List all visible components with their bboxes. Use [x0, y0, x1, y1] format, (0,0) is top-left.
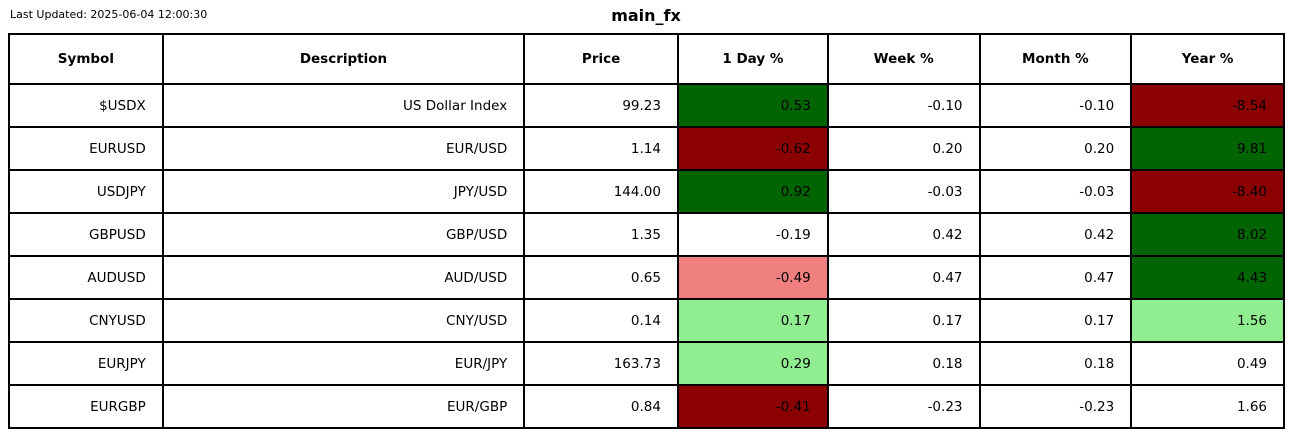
table-row-usdx: $USDX US Dollar Index 99.23 0.53 -0.10 -… [8, 83, 1285, 128]
description-cell: AUD/USD [161, 255, 526, 300]
header-row: Symbol Description Price 1 Day % Week % … [8, 33, 1285, 85]
column-header-symbol: Symbol [8, 33, 164, 85]
week-pct-cell: 0.47 [826, 255, 981, 300]
table-row-gbpusd: GBPUSD GBP/USD 1.35 -0.19 0.42 0.42 8.02 [8, 212, 1285, 257]
last-updated-timestamp: Last Updated: 2025-06-04 12:00:30 [10, 8, 208, 21]
price-cell: 0.65 [523, 255, 679, 300]
week-pct-cell: 0.18 [826, 341, 981, 386]
year-pct-cell: 1.56 [1130, 298, 1285, 343]
price-cell: 1.14 [523, 126, 679, 171]
year-pct-cell: 0.49 [1130, 341, 1285, 386]
table-header: Symbol Description Price 1 Day % Week % … [8, 33, 1285, 85]
day-pct-cell: 0.53 [676, 83, 829, 128]
month-pct-cell: -0.10 [978, 83, 1133, 128]
symbol-cell: AUDUSD [8, 255, 164, 300]
table-row-cnyusd: CNYUSD CNY/USD 0.14 0.17 0.17 0.17 1.56 [8, 298, 1285, 343]
table-body: $USDX US Dollar Index 99.23 0.53 -0.10 -… [8, 83, 1285, 429]
symbol-cell: CNYUSD [8, 298, 164, 343]
week-pct-cell: -0.23 [826, 384, 981, 429]
description-cell: US Dollar Index [161, 83, 526, 128]
column-header-price: Price [523, 33, 679, 85]
year-pct-cell: 1.66 [1130, 384, 1285, 429]
column-header-description: Description [161, 33, 526, 85]
page-title: main_fx [611, 6, 681, 25]
price-cell: 99.23 [523, 83, 679, 128]
description-cell: GBP/USD [161, 212, 526, 257]
table-row-audusd: AUDUSD AUD/USD 0.65 -0.49 0.47 0.47 4.43 [8, 255, 1285, 300]
day-pct-cell: -0.41 [676, 384, 829, 429]
year-pct-cell: -8.54 [1130, 83, 1285, 128]
month-pct-cell: -0.23 [978, 384, 1133, 429]
symbol-cell: USDJPY [8, 169, 164, 214]
top-bar: Last Updated: 2025-06-04 12:00:30 main_f… [0, 0, 1292, 33]
year-pct-cell: 9.81 [1130, 126, 1285, 171]
week-pct-cell: 0.42 [826, 212, 981, 257]
price-cell: 0.14 [523, 298, 679, 343]
symbol-cell: EURGBP [8, 384, 164, 429]
description-cell: EUR/USD [161, 126, 526, 171]
month-pct-cell: 0.18 [978, 341, 1133, 386]
day-pct-cell: -0.49 [676, 255, 829, 300]
table-row-eurusd: EURUSD EUR/USD 1.14 -0.62 0.20 0.20 9.81 [8, 126, 1285, 171]
symbol-cell: $USDX [8, 83, 164, 128]
price-cell: 144.00 [523, 169, 679, 214]
column-header-month-pct: Month % [978, 33, 1133, 85]
description-cell: JPY/USD [161, 169, 526, 214]
day-pct-cell: 0.17 [676, 298, 829, 343]
description-cell: EUR/JPY [161, 341, 526, 386]
description-cell: CNY/USD [161, 298, 526, 343]
description-cell: EUR/GBP [161, 384, 526, 429]
week-pct-cell: 0.17 [826, 298, 981, 343]
year-pct-cell: -8.40 [1130, 169, 1285, 214]
week-pct-cell: -0.03 [826, 169, 981, 214]
symbol-cell: EURUSD [8, 126, 164, 171]
price-cell: 163.73 [523, 341, 679, 386]
day-pct-cell: 0.29 [676, 341, 829, 386]
column-header-1day-pct: 1 Day % [676, 33, 829, 85]
day-pct-cell: -0.62 [676, 126, 829, 171]
day-pct-cell: 0.92 [676, 169, 829, 214]
week-pct-cell: 0.20 [826, 126, 981, 171]
price-cell: 1.35 [523, 212, 679, 257]
day-pct-cell: -0.19 [676, 212, 829, 257]
month-pct-cell: 0.47 [978, 255, 1133, 300]
table-row-usdjpy: USDJPY JPY/USD 144.00 0.92 -0.03 -0.03 -… [8, 169, 1285, 214]
price-cell: 0.84 [523, 384, 679, 429]
month-pct-cell: -0.03 [978, 169, 1133, 214]
symbol-cell: GBPUSD [8, 212, 164, 257]
month-pct-cell: 0.17 [978, 298, 1133, 343]
table-row-eurjpy: EURJPY EUR/JPY 163.73 0.29 0.18 0.18 0.4… [8, 341, 1285, 386]
symbol-cell: EURJPY [8, 341, 164, 386]
month-pct-cell: 0.42 [978, 212, 1133, 257]
year-pct-cell: 4.43 [1130, 255, 1285, 300]
week-pct-cell: -0.10 [826, 83, 981, 128]
column-header-year-pct: Year % [1130, 33, 1285, 85]
table-row-eurgbp: EURGBP EUR/GBP 0.84 -0.41 -0.23 -0.23 1.… [8, 384, 1285, 429]
fx-table: Symbol Description Price 1 Day % Week % … [8, 33, 1285, 429]
year-pct-cell: 8.02 [1130, 212, 1285, 257]
month-pct-cell: 0.20 [978, 126, 1133, 171]
column-header-week-pct: Week % [826, 33, 981, 85]
